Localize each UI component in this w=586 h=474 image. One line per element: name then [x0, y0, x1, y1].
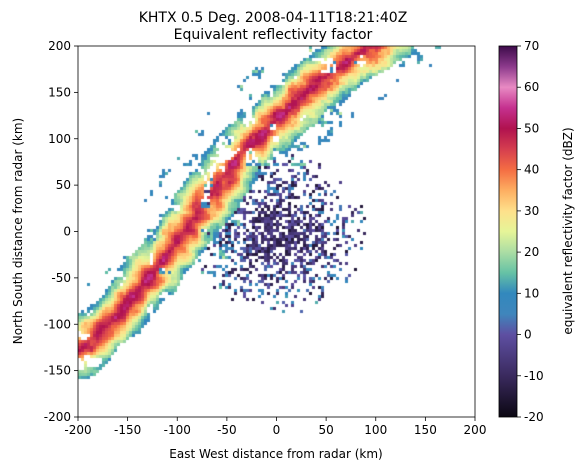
x-tick-label: -100 — [164, 423, 191, 437]
x-tick-label: 100 — [364, 423, 387, 437]
colorbar-tick-label: 30 — [524, 204, 539, 218]
colorbar-tick-label: 50 — [524, 121, 539, 135]
colorbar-tick-label: -20 — [524, 410, 544, 424]
x-axis: -200 -150 -100 -50 0 50 100 150 200 — [64, 417, 486, 437]
colorbar-label: equivalent reflectivity factor (dBZ) — [561, 127, 575, 334]
y-tick-label: -100 — [44, 317, 71, 331]
y-tick-label: 50 — [56, 178, 71, 192]
y-tick-label: -150 — [44, 364, 71, 378]
x-tick-label: 50 — [318, 423, 333, 437]
colorbar-ticks: -20 -10 0 10 20 30 40 50 60 70 — [517, 39, 544, 424]
y-tick-label: 200 — [48, 39, 71, 53]
colorbar-tick-label: 10 — [524, 286, 539, 300]
plot-area — [78, 46, 475, 417]
colorbar-tick-label: -10 — [524, 369, 544, 383]
colorbar-tick-label: 0 — [524, 328, 532, 342]
colorbar-tick-label: 70 — [524, 39, 539, 53]
x-tick-label: -150 — [114, 423, 141, 437]
x-tick-label: 0 — [273, 423, 281, 437]
chart-subtitle: Equivalent reflectivity factor — [174, 27, 373, 43]
y-axis-label: North South distance from radar (km) — [11, 118, 25, 344]
colorbar-tick-label: 40 — [524, 163, 539, 177]
y-tick-label: 0 — [63, 225, 71, 239]
y-tick-label: 150 — [48, 85, 71, 99]
reflectivity-field — [78, 46, 475, 417]
x-tick-label: -200 — [64, 423, 91, 437]
y-tick-label: 100 — [48, 132, 71, 146]
y-tick-label: -200 — [44, 410, 71, 424]
colorbar-tick-label: 60 — [524, 80, 539, 94]
colorbar-tick-label: 20 — [524, 245, 539, 259]
y-axis: -200 -150 -100 -50 0 50 100 150 200 — [44, 39, 78, 424]
x-axis-label: East West distance from radar (km) — [169, 447, 382, 461]
x-tick-label: 200 — [464, 423, 487, 437]
x-tick-label: -50 — [217, 423, 237, 437]
y-tick-label: -50 — [51, 271, 71, 285]
x-tick-label: 150 — [414, 423, 437, 437]
chart-title: KHTX 0.5 Deg. 2008-04-11T18:21:40Z — [139, 10, 408, 26]
colorbar — [498, 45, 518, 418]
